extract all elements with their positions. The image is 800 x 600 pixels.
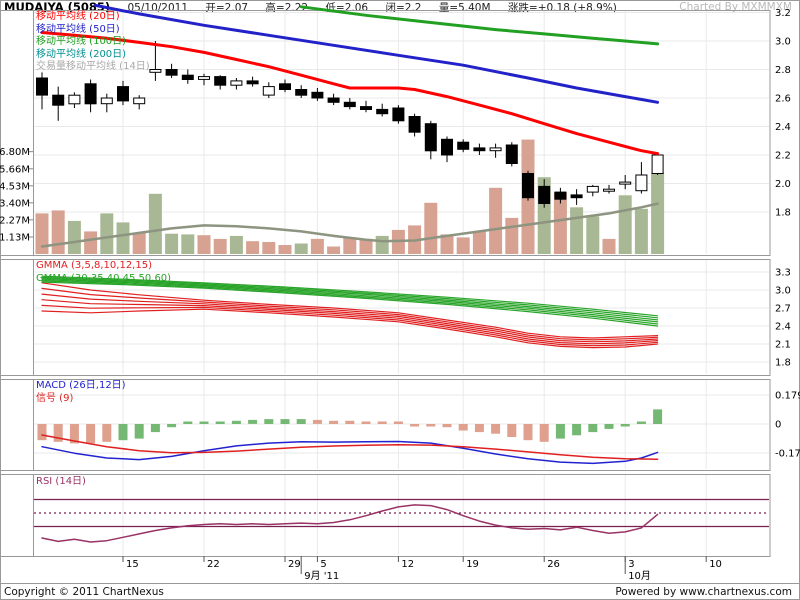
svg-text:2.8: 2.8 (775, 65, 791, 76)
svg-text:3.40M: 3.40M (0, 198, 30, 209)
macd-signal-line (41, 434, 659, 461)
svg-text:5: 5 (320, 559, 326, 570)
macd-panel-legend: MACD (26日,12日) 信号 (9) (36, 380, 126, 405)
rsi-level-lines (34, 498, 769, 528)
svg-text:3: 3 (628, 559, 634, 570)
svg-text:2.2: 2.2 (775, 151, 791, 162)
svg-text:6.80M: 6.80M (0, 147, 30, 158)
x-axis: 15 22 29 5 12 19 26 3 10 9月 '11 10月 (122, 556, 722, 582)
legend-ma200: 移动平均线 (200日) (36, 48, 127, 60)
price-panel-legend: 移动平均线 (20日) 移动平均线 (50日) 移动平均线 (100日) 移动平… (36, 11, 150, 74)
svg-text:15: 15 (126, 559, 139, 570)
svg-text:26: 26 (547, 559, 560, 570)
legend-gmma-long: GMMA (30,35,40,45,50,60) (36, 272, 172, 284)
svg-text:3.3: 3.3 (775, 268, 791, 279)
svg-text:12: 12 (401, 559, 414, 570)
svg-text:10: 10 (709, 559, 722, 570)
svg-text:2.7: 2.7 (775, 304, 791, 315)
right-axis-labels: 3.2 3.0 2.8 2.6 2.4 2.2 2.0 1.8 3.3 3.0 2.7 2.4 2.1 1… (775, 8, 800, 459)
svg-text:5.66M: 5.66M (0, 164, 30, 175)
svg-text:3.0: 3.0 (775, 286, 791, 297)
copyright-label: Copyright © 2011 ChartNexus (4, 586, 164, 598)
legend-macd: MACD (26日,12日) (36, 380, 126, 391)
svg-text:1.13M: 1.13M (0, 232, 30, 243)
candlestick-series (36, 41, 664, 208)
legend-rsi: RSI (14日) (36, 476, 86, 487)
svg-text:-0.179: -0.179 (775, 448, 800, 459)
svg-text:19: 19 (466, 559, 479, 570)
legend-macd-signal: 信号 (9) (36, 392, 74, 404)
svg-text:2.4: 2.4 (775, 322, 791, 333)
legend-ma100: 移动平均线 (100日) (36, 36, 127, 47)
svg-text:2.0: 2.0 (775, 179, 791, 190)
svg-text:3.0: 3.0 (775, 37, 791, 48)
svg-text:2.6: 2.6 (775, 94, 791, 105)
ma20-line (40, 31, 660, 156)
macd-line (41, 440, 659, 465)
svg-text:4.53M: 4.53M (0, 181, 30, 192)
svg-text:29: 29 (288, 559, 301, 570)
macd-histogram (37, 409, 663, 444)
gmma-panel-legend: GMMA (3,5,8,10,12,15) GMMA (30,35,40,45,… (36, 260, 171, 285)
volume-series (35, 139, 665, 254)
svg-text:2.1: 2.1 (775, 340, 791, 351)
rsi-panel-legend: RSI (14日) (36, 476, 86, 489)
svg-text:0: 0 (775, 420, 781, 431)
svg-text:1.8: 1.8 (775, 358, 791, 369)
volume-axis-labels: 6.80M 5.66M 4.53M 3.40M 2.27M 1.13M (0, 147, 33, 243)
ma100-line (299, 5, 660, 46)
svg-text:0.179: 0.179 (775, 391, 800, 402)
svg-text:9月 '11: 9月 '11 (304, 570, 339, 582)
legend-ma50: 移动平均线 (50日) (36, 23, 120, 35)
legend-gmma-short: GMMA (3,5,8,10,12,15) (36, 260, 152, 271)
svg-text:10月: 10月 (628, 570, 651, 582)
legend-ma20: 移动平均线 (20日) (36, 11, 120, 22)
powered-by-link[interactable]: Powered by www.chartnexus.com (615, 586, 792, 598)
svg-text:22: 22 (207, 559, 220, 570)
legend-volume-ma: 交易量移动平均线 (14日) (36, 61, 150, 72)
svg-text:3.2: 3.2 (775, 8, 791, 19)
rsi-line (41, 504, 659, 543)
svg-text:2.27M: 2.27M (0, 215, 30, 226)
volume-ma-line (40, 202, 659, 248)
svg-text:1.8: 1.8 (775, 208, 791, 219)
svg-text:2.4: 2.4 (775, 122, 791, 133)
gmma-series (41, 275, 659, 349)
ma50-line (94, 3, 660, 104)
